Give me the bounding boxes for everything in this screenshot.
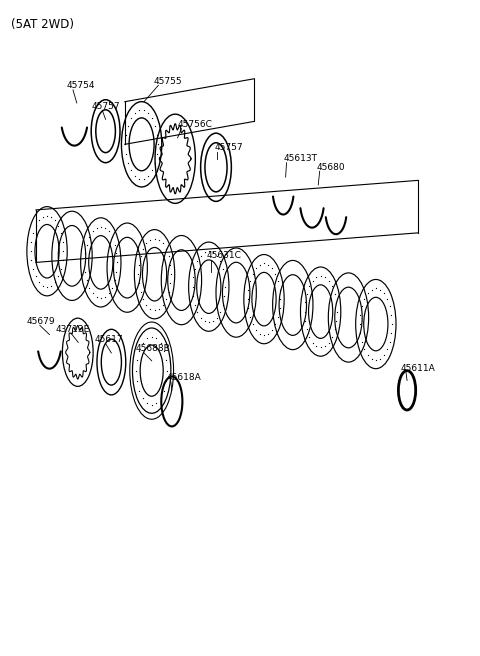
Text: 45755: 45755 — [154, 77, 182, 86]
Text: 45757: 45757 — [215, 143, 244, 152]
Text: 45679: 45679 — [26, 317, 55, 326]
Text: 45688B: 45688B — [136, 344, 170, 354]
Text: 43713E: 43713E — [55, 325, 89, 334]
Text: 45618A: 45618A — [167, 373, 202, 382]
Text: 45756C: 45756C — [178, 120, 213, 129]
Text: (5AT 2WD): (5AT 2WD) — [11, 18, 73, 31]
Text: 45611A: 45611A — [401, 364, 435, 373]
Text: 45631C: 45631C — [206, 251, 241, 260]
Text: 45613T: 45613T — [283, 154, 317, 163]
Text: 45680: 45680 — [317, 163, 346, 172]
Text: 45617: 45617 — [95, 335, 124, 344]
Text: 45757: 45757 — [91, 102, 120, 111]
Text: 45754: 45754 — [66, 81, 95, 90]
